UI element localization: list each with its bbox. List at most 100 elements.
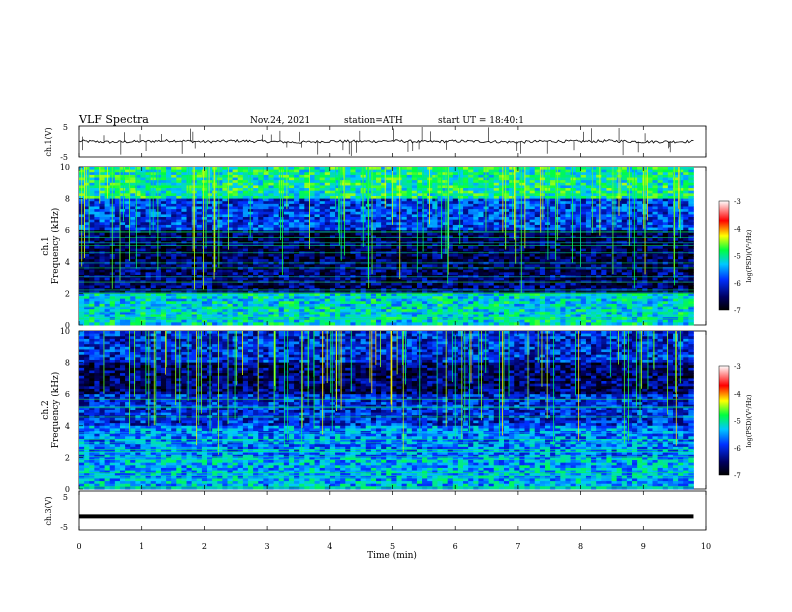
spectrogram-cell (396, 180, 402, 184)
spectrogram-cell (176, 224, 182, 228)
spectrogram-cell (678, 264, 684, 268)
spectrogram-cell (406, 203, 413, 207)
spectrogram-cell (319, 217, 326, 221)
spectrogram-cell (442, 188, 449, 192)
spectrogram-cell (514, 182, 520, 186)
spectrogram-cell (186, 214, 193, 218)
spectrogram-cell (580, 246, 587, 250)
spectrogram-cell (555, 169, 561, 173)
spectrogram-cell (391, 235, 397, 239)
spectrogram-cell (437, 188, 443, 192)
spectrogram-cell (463, 256, 469, 260)
spectrogram-cell (176, 214, 182, 218)
spectrogram-cell (273, 201, 280, 205)
spectrogram-cell (401, 232, 408, 236)
spectrogram-cell (135, 264, 141, 268)
spectrogram-cell (99, 177, 105, 181)
spectrogram-cell (237, 195, 244, 199)
spectrogram-cell (299, 219, 305, 223)
spectrogram-cell (329, 182, 336, 186)
spectrogram-cell (396, 264, 402, 268)
spectrogram-cell (324, 182, 331, 186)
spectrogram-cell (637, 172, 643, 176)
spectrogram-cell (632, 253, 638, 257)
spectrogram-cell (534, 172, 541, 176)
spectrogram-cell (294, 227, 300, 231)
spectrogram-cell (662, 195, 669, 199)
spectrogram-cell (667, 172, 674, 176)
spectrogram-cell (386, 167, 392, 171)
spectrogram-cell (145, 235, 152, 239)
spectrogram-cell (606, 198, 612, 202)
spectrogram-cell (626, 272, 633, 276)
spectrogram-cell (632, 219, 638, 223)
spectrogram-cell (119, 224, 126, 228)
spectrogram-cell (84, 267, 90, 271)
spectrogram-cell (340, 248, 346, 252)
spectrogram-cell (299, 243, 305, 247)
spectrogram-cell (166, 259, 172, 263)
spectrogram-cell (253, 246, 259, 250)
spectrogram-cell (350, 224, 356, 228)
spectrogram-cell (119, 188, 126, 192)
spectrogram-cell (232, 182, 239, 186)
spectrogram-cell (253, 172, 259, 176)
spectrogram-cell (606, 243, 612, 247)
spectrogram-cell (130, 180, 136, 184)
spectrogram-cell (575, 222, 582, 226)
spectrogram-cell (488, 235, 495, 239)
spectrogram-cell (422, 240, 428, 244)
spectrogram-cell (637, 219, 643, 223)
spectrogram-cell (335, 253, 341, 257)
spectrogram-cell (452, 219, 459, 223)
spectrogram-cell (324, 224, 331, 228)
spectrogram-cell (104, 203, 111, 207)
spectrogram-cell (329, 174, 336, 178)
spectrogram-cell (135, 217, 141, 221)
spectrogram-cell (463, 248, 469, 252)
spectrogram-cell (473, 169, 479, 173)
spectrogram-cell (529, 180, 536, 184)
spectrogram-cell (575, 182, 582, 186)
spectrogram-cell (585, 222, 592, 226)
spectrogram-cell (304, 214, 310, 218)
spectrogram-cell (89, 167, 95, 171)
spectrogram-cell (580, 193, 587, 197)
spectrogram-cell (550, 195, 556, 199)
spectrogram-cell (606, 256, 612, 260)
spectrogram-cell (422, 201, 428, 205)
spectrogram-cell (263, 214, 269, 218)
spectrogram-cell (145, 177, 152, 181)
spectrogram-cell (99, 267, 105, 271)
station-label: station=ATH (344, 116, 403, 126)
spectrogram-cell (422, 190, 428, 194)
spectrogram-cell (626, 253, 633, 257)
spectrogram-cell (457, 209, 464, 213)
spectrogram-cell (519, 219, 525, 223)
spectrogram-cell (160, 261, 167, 265)
spectrogram-cell (447, 198, 454, 202)
spectrogram-cell (222, 219, 228, 223)
spectrogram-cell (324, 232, 331, 236)
spectrogram-cell (345, 172, 351, 176)
spectrogram-cell (570, 217, 577, 221)
spectrogram-cell (652, 259, 659, 263)
spectrogram-cell (437, 185, 443, 189)
spectrogram-cell (319, 172, 326, 176)
spectrogram-cell (232, 235, 239, 239)
spectrogram-cell (104, 227, 111, 231)
spectrogram-cell (391, 214, 397, 218)
spectrogram-cell (452, 172, 459, 176)
spectrogram-cell (652, 193, 659, 197)
spectrogram-cell (278, 243, 285, 247)
spectrogram-cell (140, 259, 146, 263)
spectrogram-cell (324, 203, 331, 207)
spectrogram-cell (473, 272, 479, 276)
spectrogram-cell (591, 267, 597, 271)
spectrogram-cell (575, 172, 582, 176)
spectrogram-cell (171, 267, 177, 271)
spectrogram-cell (442, 253, 449, 257)
spectrogram-cell (611, 169, 618, 173)
spectrogram-cell (99, 209, 105, 213)
spectrogram-cell (422, 195, 428, 199)
